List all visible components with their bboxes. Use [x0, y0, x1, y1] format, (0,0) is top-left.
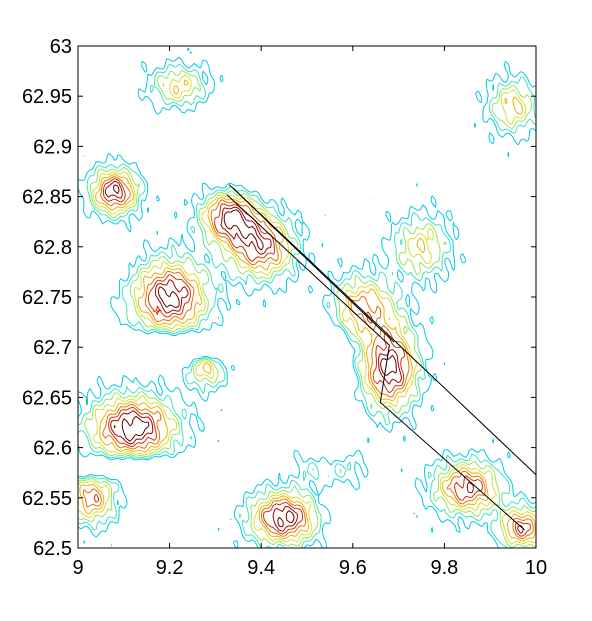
- contour-level-1: [78, 47, 536, 548]
- y-tick-label: 63: [50, 36, 72, 58]
- y-tick-label: 62.7: [33, 337, 72, 359]
- y-tick-label: 62.5: [33, 538, 72, 560]
- y-tick-label: 62.85: [22, 187, 72, 209]
- x-tick-label: 9.4: [247, 557, 275, 579]
- contour-level-8: [104, 180, 524, 534]
- contour-lines: [78, 47, 536, 548]
- y-tick-label: 62.95: [22, 86, 72, 108]
- y-tick-label: 62.6: [33, 438, 72, 460]
- x-tick-label: 9.2: [156, 557, 184, 579]
- contour-level-2: [78, 63, 536, 548]
- contour-level-3: [78, 70, 536, 548]
- y-tick-label: 62.9: [33, 136, 72, 158]
- contour-level-5: [79, 79, 536, 542]
- y-tick-label: 62.8: [33, 237, 72, 259]
- y-axis: 63 62.95 62.9 62.85 62.8 62.75 62.7 62.65 62.6 62…: [22, 36, 536, 560]
- contour-level-6: [82, 176, 534, 539]
- y-tick-label: 62.55: [22, 488, 72, 510]
- transect-line-3: [233, 188, 395, 343]
- x-tick-label: 9: [72, 557, 83, 579]
- x-axis: 9 9.2 9.4 9.6 9.8 10: [72, 46, 547, 579]
- y-tick-label: 62.65: [22, 387, 72, 409]
- contour-level-4: [78, 74, 536, 545]
- x-tick-label: 9.6: [339, 557, 367, 579]
- contour-level-9: [112, 184, 397, 528]
- contour-level-7: [93, 178, 531, 537]
- x-tick-label: 9.8: [430, 557, 458, 579]
- transect-lines: [226, 184, 536, 531]
- y-tick-label: 62.75: [22, 287, 72, 309]
- transect-line-2: [226, 194, 525, 531]
- x-tick-label: 10: [525, 557, 547, 579]
- transect-line-1: [228, 184, 536, 476]
